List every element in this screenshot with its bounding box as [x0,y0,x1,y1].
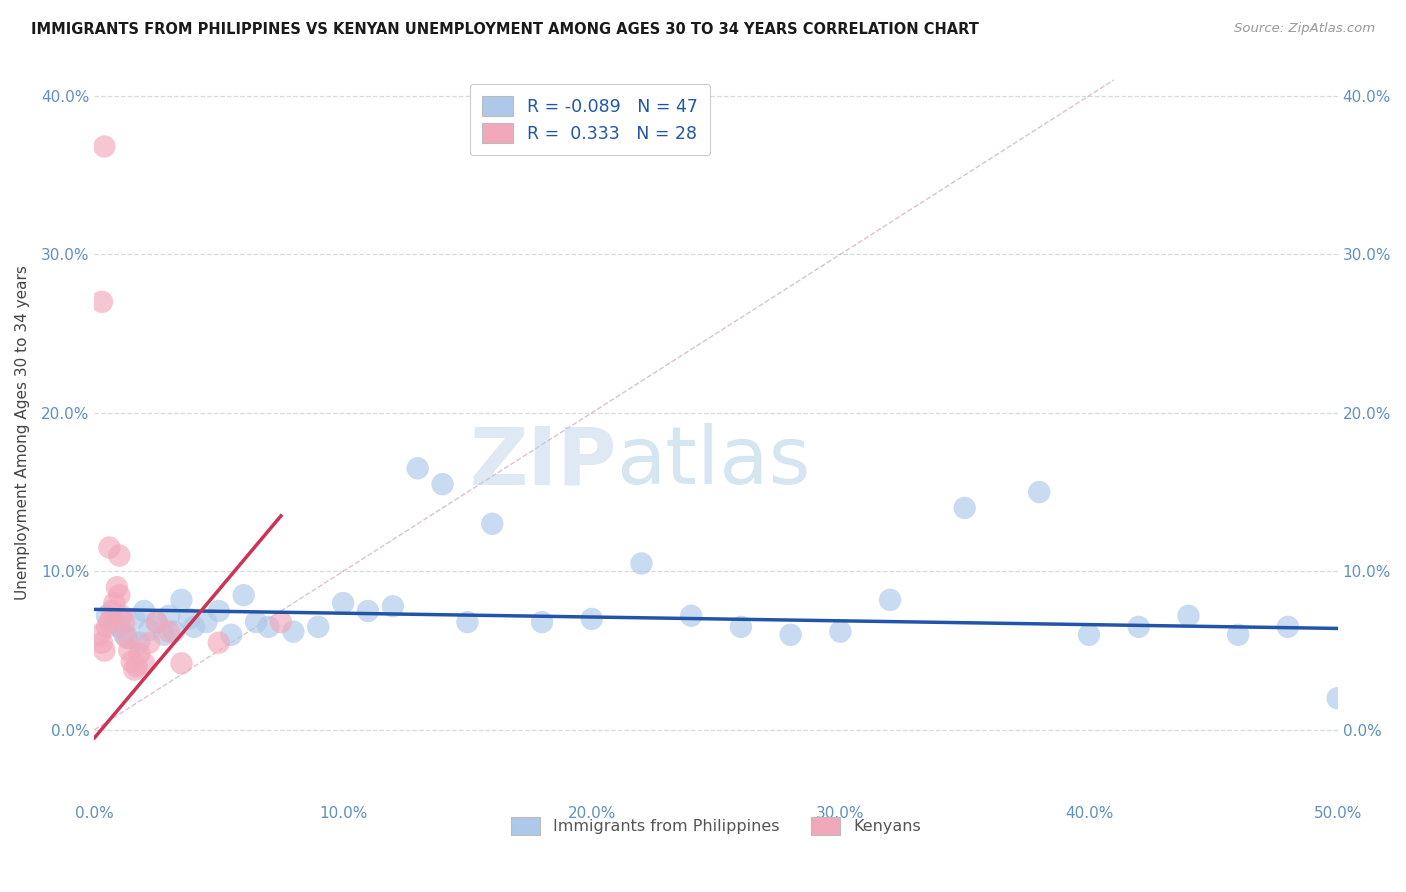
Point [195,615,218,629]
Point [257,620,280,634]
Point [163,624,186,639]
Point [879,593,901,607]
Point [307,620,329,634]
Point [1277,620,1299,634]
Point [98,541,121,555]
Text: ZIP: ZIP [470,423,617,501]
Point [779,628,801,642]
Text: atlas: atlas [617,423,811,501]
Point [118,643,141,657]
Point [283,624,305,639]
Point [232,588,254,602]
Point [125,659,148,673]
Point [1227,628,1250,642]
Point [456,615,478,629]
Point [481,516,503,531]
Point [90,636,112,650]
Point [432,477,454,491]
Point [953,500,976,515]
Point [128,636,150,650]
Point [219,628,242,642]
Point [138,636,160,650]
Point [122,663,145,677]
Point [357,604,380,618]
Point [98,615,121,629]
Point [630,557,652,571]
Point [96,620,118,634]
Point [170,657,193,671]
Point [332,596,354,610]
Point [134,604,156,618]
Point [381,599,404,614]
Point [530,615,553,629]
Point [96,608,118,623]
Point [1326,691,1348,706]
Point [111,608,134,623]
Point [1177,608,1199,623]
Point [108,549,131,563]
Point [208,604,231,618]
Point [177,612,200,626]
Point [730,620,752,634]
Point [145,615,167,629]
Point [93,139,115,153]
Point [270,615,292,629]
Point [105,580,128,594]
Point [108,588,131,602]
Text: IMMIGRANTS FROM PHILIPPINES VS KENYAN UNEMPLOYMENT AMONG AGES 30 TO 34 YEARS COR: IMMIGRANTS FROM PHILIPPINES VS KENYAN UN… [31,22,979,37]
Point [103,596,125,610]
Point [138,623,160,637]
Point [89,628,111,642]
Point [101,604,124,618]
Point [157,608,180,623]
Point [1028,485,1050,500]
Text: Source: ZipAtlas.com: Source: ZipAtlas.com [1234,22,1375,36]
Point [183,620,205,634]
Point [112,615,135,629]
Y-axis label: Unemployment Among Ages 30 to 34 years: Unemployment Among Ages 30 to 34 years [15,265,30,600]
Point [115,631,138,645]
Point [406,461,429,475]
Point [103,615,125,629]
Point [581,612,603,626]
Point [245,615,267,629]
Point [134,657,156,671]
Point [1078,628,1101,642]
Point [830,624,852,639]
Point [90,294,112,309]
Legend: Immigrants from Philippines, Kenyans: Immigrants from Philippines, Kenyans [502,807,931,845]
Point [157,624,180,639]
Point [93,643,115,657]
Point [145,615,167,629]
Point [121,655,143,669]
Point [681,608,703,623]
Point [208,636,231,650]
Point [170,593,193,607]
Point [128,647,150,661]
Point [108,620,131,634]
Point [153,628,176,642]
Point [122,612,145,626]
Point [118,631,141,645]
Point [112,628,135,642]
Point [1128,620,1150,634]
